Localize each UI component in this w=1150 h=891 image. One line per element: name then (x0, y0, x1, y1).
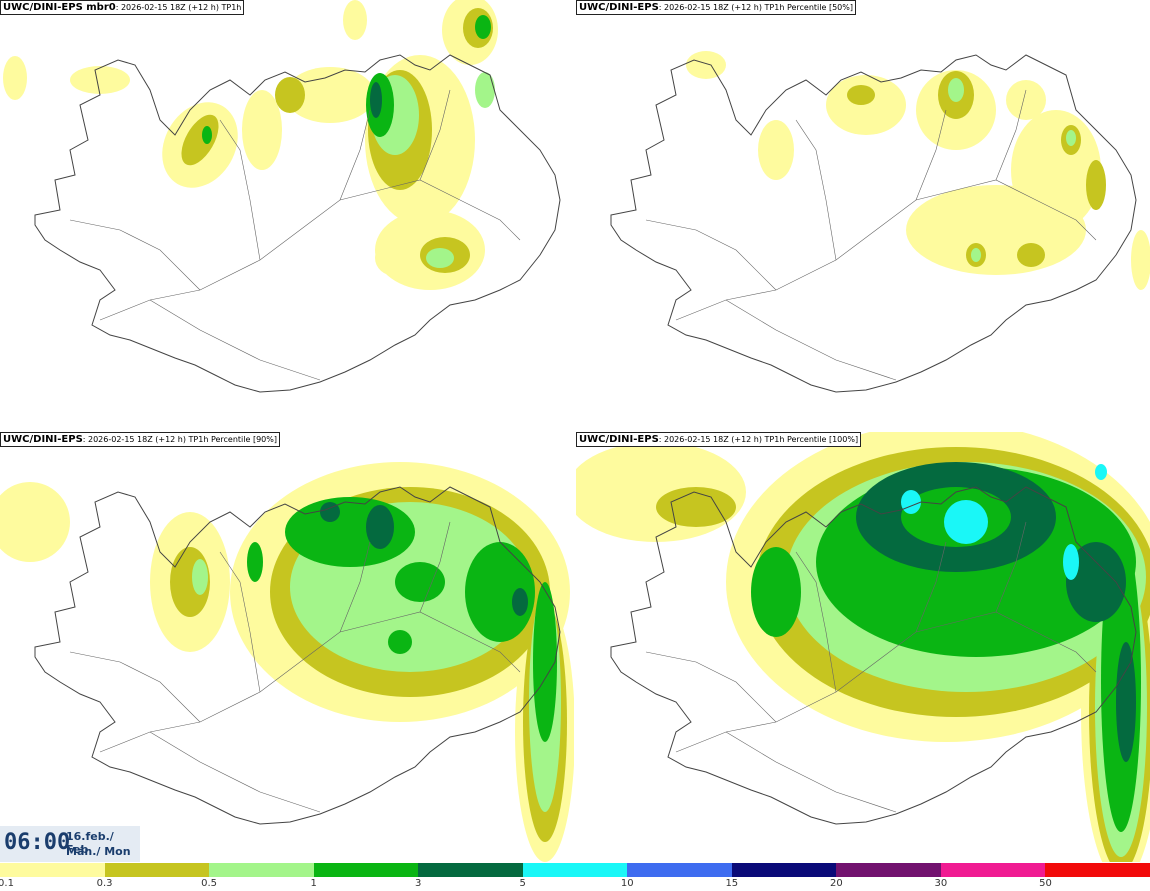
colorbar-swatch (522, 863, 628, 877)
colorbar-tick-label: 1 (310, 878, 317, 889)
colorbar-swatch (104, 863, 210, 877)
colorbar-tick-label: 20 (829, 878, 843, 889)
iceland-coastline (610, 486, 1137, 825)
precip-contours (576, 432, 1150, 862)
panel-title: UWC/DINI-EPS: 2026-02-15 18Z (+12 h) TP1… (576, 432, 862, 447)
colorbar-tick-label: 3 (414, 878, 422, 889)
colorbar-swatch (418, 863, 523, 877)
colorbar-tick-label: 30 (934, 878, 948, 889)
colorbar-tick-label: 10 (620, 878, 634, 889)
colorbar-swatch (0, 863, 105, 877)
precip-contours (686, 51, 1150, 290)
precipitation-map (3, 0, 561, 393)
precip-contours (0, 462, 574, 862)
colorbar-tick-label: 0.5 (201, 878, 218, 889)
road-network (69, 89, 521, 381)
map-panel-p100: UWC/DINI-EPS: 2026-02-15 18Z (+12 h) TP1… (576, 432, 1150, 862)
valid-weekday: Mán./ Mon (66, 845, 131, 858)
road-network (645, 521, 1097, 813)
panel-title: UWC/DINI-EPS: 2026-02-15 18Z (+12 h) TP1… (576, 0, 856, 15)
map-panel-mbr0: UWC/DINI-EPS mbr0: 2026-02-15 18Z (+12 h… (0, 0, 574, 430)
valid-time: 06:00 (4, 830, 71, 855)
iceland-coastline (610, 54, 1137, 393)
precip-contours (3, 0, 498, 290)
valid-date: 16.feb./ Feb (66, 830, 114, 856)
precip-colorbar (0, 863, 1150, 877)
iceland-coastline (34, 486, 561, 825)
colorbar-tick-label: 5 (519, 878, 526, 889)
colorbar-swatch (627, 863, 732, 877)
map-panel-p50: UWC/DINI-EPS: 2026-02-15 18Z (+12 h) TP1… (576, 0, 1150, 430)
precipitation-map (576, 432, 1150, 862)
colorbar-swatch (836, 863, 941, 877)
precipitation-map (610, 51, 1150, 393)
colorbar-ticks: 0.1 0.3 0.5 1 3 5 10 15 20 30 50 (0, 877, 1150, 891)
colorbar-swatch (313, 863, 419, 877)
colorbar-tick-label: 0.3 (96, 878, 113, 889)
precipitation-map (0, 462, 574, 862)
colorbar-swatch (940, 863, 1046, 877)
colorbar-swatch (1045, 863, 1150, 877)
colorbar-swatch (731, 863, 837, 877)
road-network (69, 521, 521, 813)
colorbar-swatch (209, 863, 314, 877)
panel-title: UWC/DINI-EPS: 2026-02-15 18Z (+12 h) TP1… (0, 432, 280, 447)
iceland-coastline (34, 54, 561, 393)
colorbar-tick-label: 50 (1039, 878, 1052, 889)
colorbar-tick-label: 15 (725, 878, 739, 889)
map-panel-p90: UWC/DINI-EPS: 2026-02-15 18Z (+12 h) TP1… (0, 432, 574, 862)
road-network (645, 89, 1097, 381)
valid-time-box: 06:00 16.feb./ Feb Mán./ Mon (0, 826, 140, 862)
panel-title: UWC/DINI-EPS mbr0: 2026-02-15 18Z (+12 h… (0, 0, 245, 15)
colorbar-tick-label: 0.1 (0, 878, 14, 889)
